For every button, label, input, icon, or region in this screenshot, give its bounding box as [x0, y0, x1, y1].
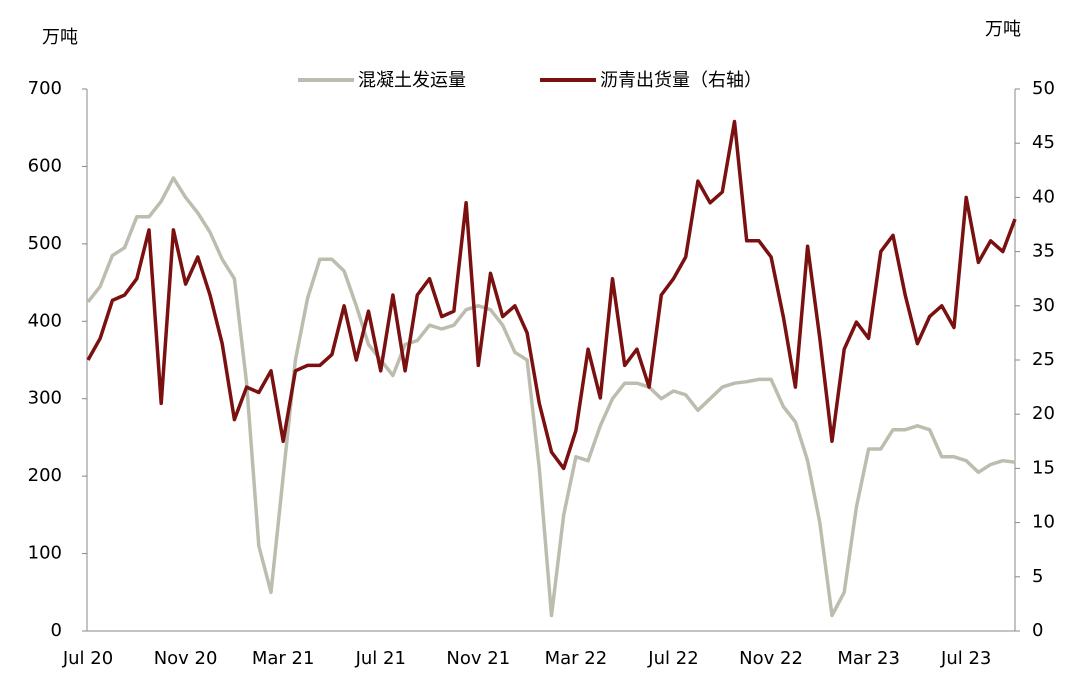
y2-tick-label: 30 — [1032, 295, 1055, 316]
y2-tick-label: 10 — [1032, 512, 1055, 533]
x-tick-label: Nov 20 — [154, 648, 218, 669]
y2-tick-label: 5 — [1032, 566, 1043, 587]
series-line — [86, 119, 1017, 471]
y-tick-label: 600 — [28, 155, 62, 176]
y2-tick-label: 20 — [1032, 403, 1055, 424]
x-tick-label: Nov 21 — [446, 648, 510, 669]
y2-tick-label: 50 — [1032, 78, 1055, 99]
y-tick-label: 100 — [28, 543, 62, 564]
y2-tick-label: 35 — [1032, 241, 1055, 262]
y2-tick-label: 25 — [1032, 349, 1055, 370]
legend-label: 混凝土发运量 — [358, 70, 466, 91]
y2-tick-label: 0 — [1032, 620, 1043, 641]
y-tick-label: 700 — [28, 78, 62, 99]
x-tick-label: Jul 23 — [940, 648, 991, 669]
y2-tick-label: 40 — [1032, 186, 1055, 207]
y2-tick-label: 45 — [1032, 132, 1055, 153]
x-tick-label: Mar 23 — [837, 648, 900, 669]
x-tick-label: Mar 22 — [545, 648, 608, 669]
y2-unit: 万吨 — [985, 19, 1021, 40]
x-tick-label: Jul 21 — [355, 648, 406, 669]
x-tick-label: Jul 22 — [647, 648, 698, 669]
y-tick-label: 500 — [28, 233, 62, 254]
y2-tick-label: 15 — [1032, 457, 1055, 478]
x-tick-label: Mar 21 — [252, 648, 315, 669]
y-tick-label: 200 — [28, 465, 62, 486]
x-tick-label: Nov 22 — [739, 648, 803, 669]
y-unit: 万吨 — [42, 27, 78, 48]
legend-label: 沥青出货量（右轴） — [600, 70, 762, 91]
y-tick-label: 300 — [28, 388, 62, 409]
x-tick-label: Jul 20 — [62, 648, 113, 669]
series-line — [86, 176, 1016, 618]
y-tick-label: 0 — [51, 620, 62, 641]
y-tick-label: 400 — [28, 310, 62, 331]
